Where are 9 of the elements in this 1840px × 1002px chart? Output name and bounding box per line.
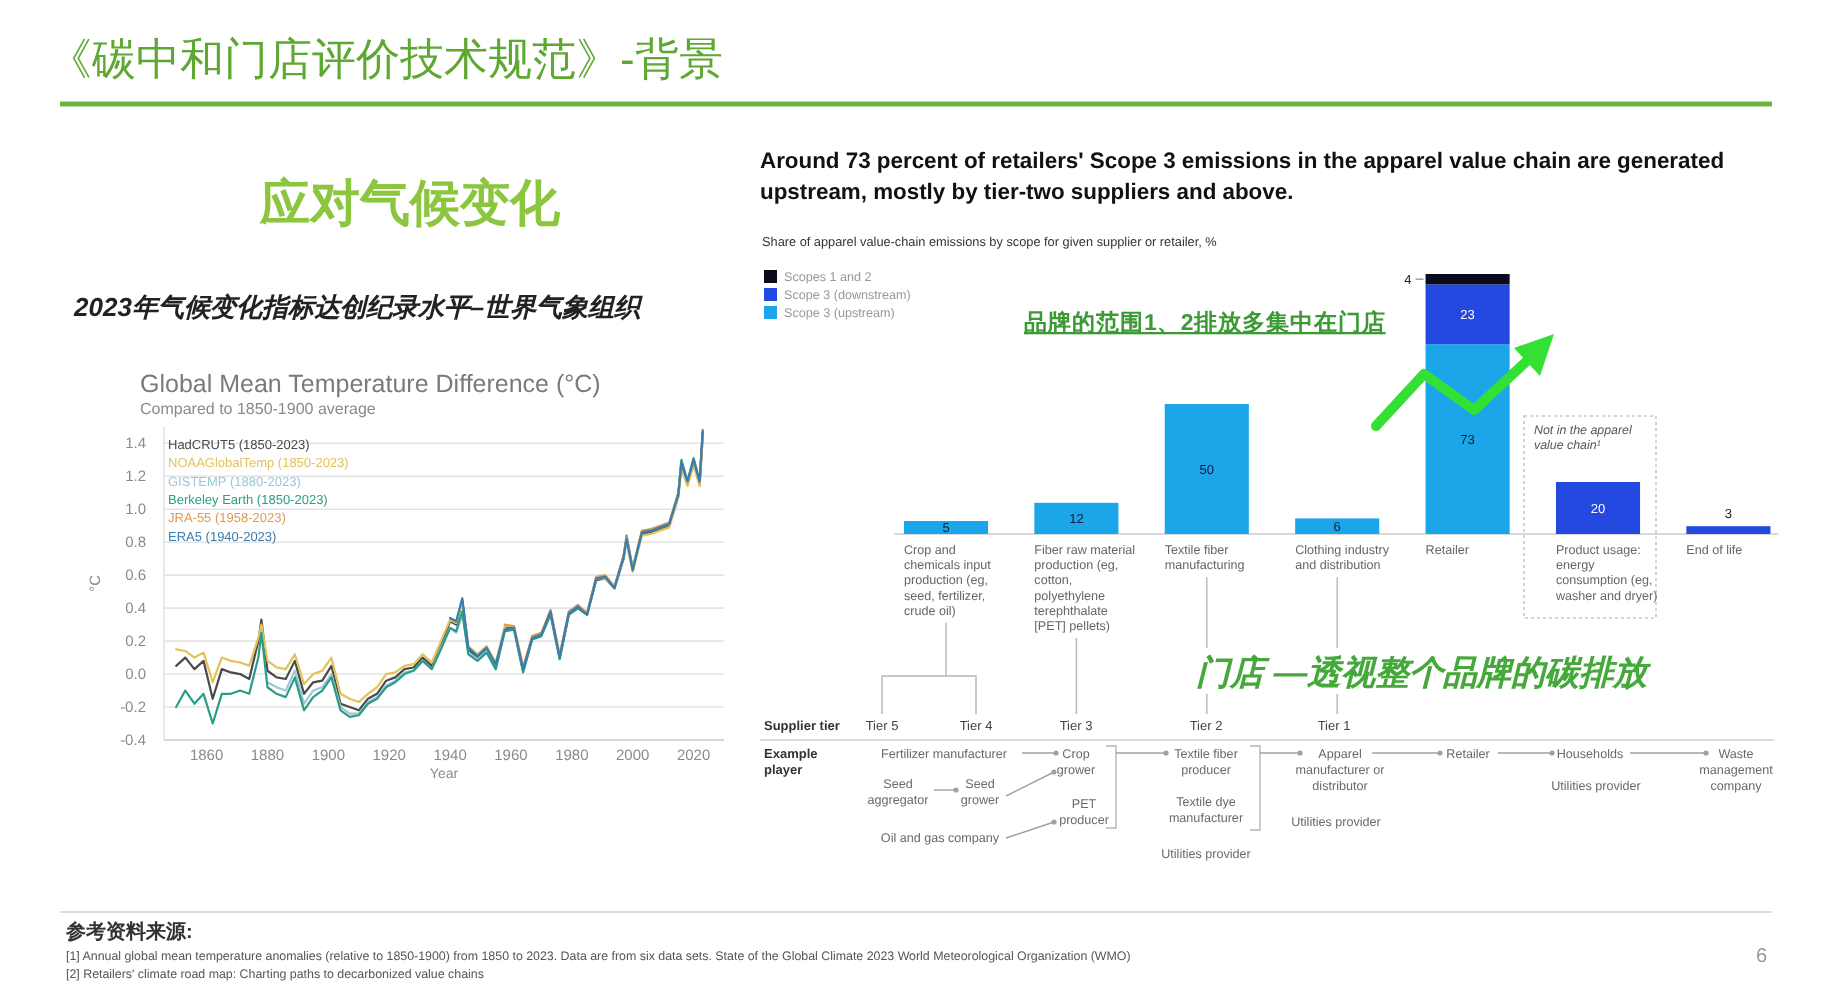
chart-title: Global Mean Temperature Difference (°C) bbox=[140, 370, 601, 398]
text: 《碳中和门店评价技术规范》-背景 bbox=[48, 34, 723, 84]
chart-subtitle: Compared to 1850-1900 average bbox=[140, 400, 377, 418]
text: 应对气候变化 bbox=[258, 176, 562, 232]
chart-title: Around 73 percent of retailers' Scope 3 emissions in the apparel value chain are generated upstream, mostly by tier-two suppliers and above. bbox=[760, 150, 1725, 205]
text: 6 bbox=[1756, 946, 1768, 968]
text: 门店 —透视整个品牌的碳排放 bbox=[1196, 654, 1654, 692]
text: 参考资料来源: bbox=[64, 920, 193, 944]
text: 2023年气候变化指标达创纪录水平–世界气象组织 bbox=[72, 292, 645, 322]
